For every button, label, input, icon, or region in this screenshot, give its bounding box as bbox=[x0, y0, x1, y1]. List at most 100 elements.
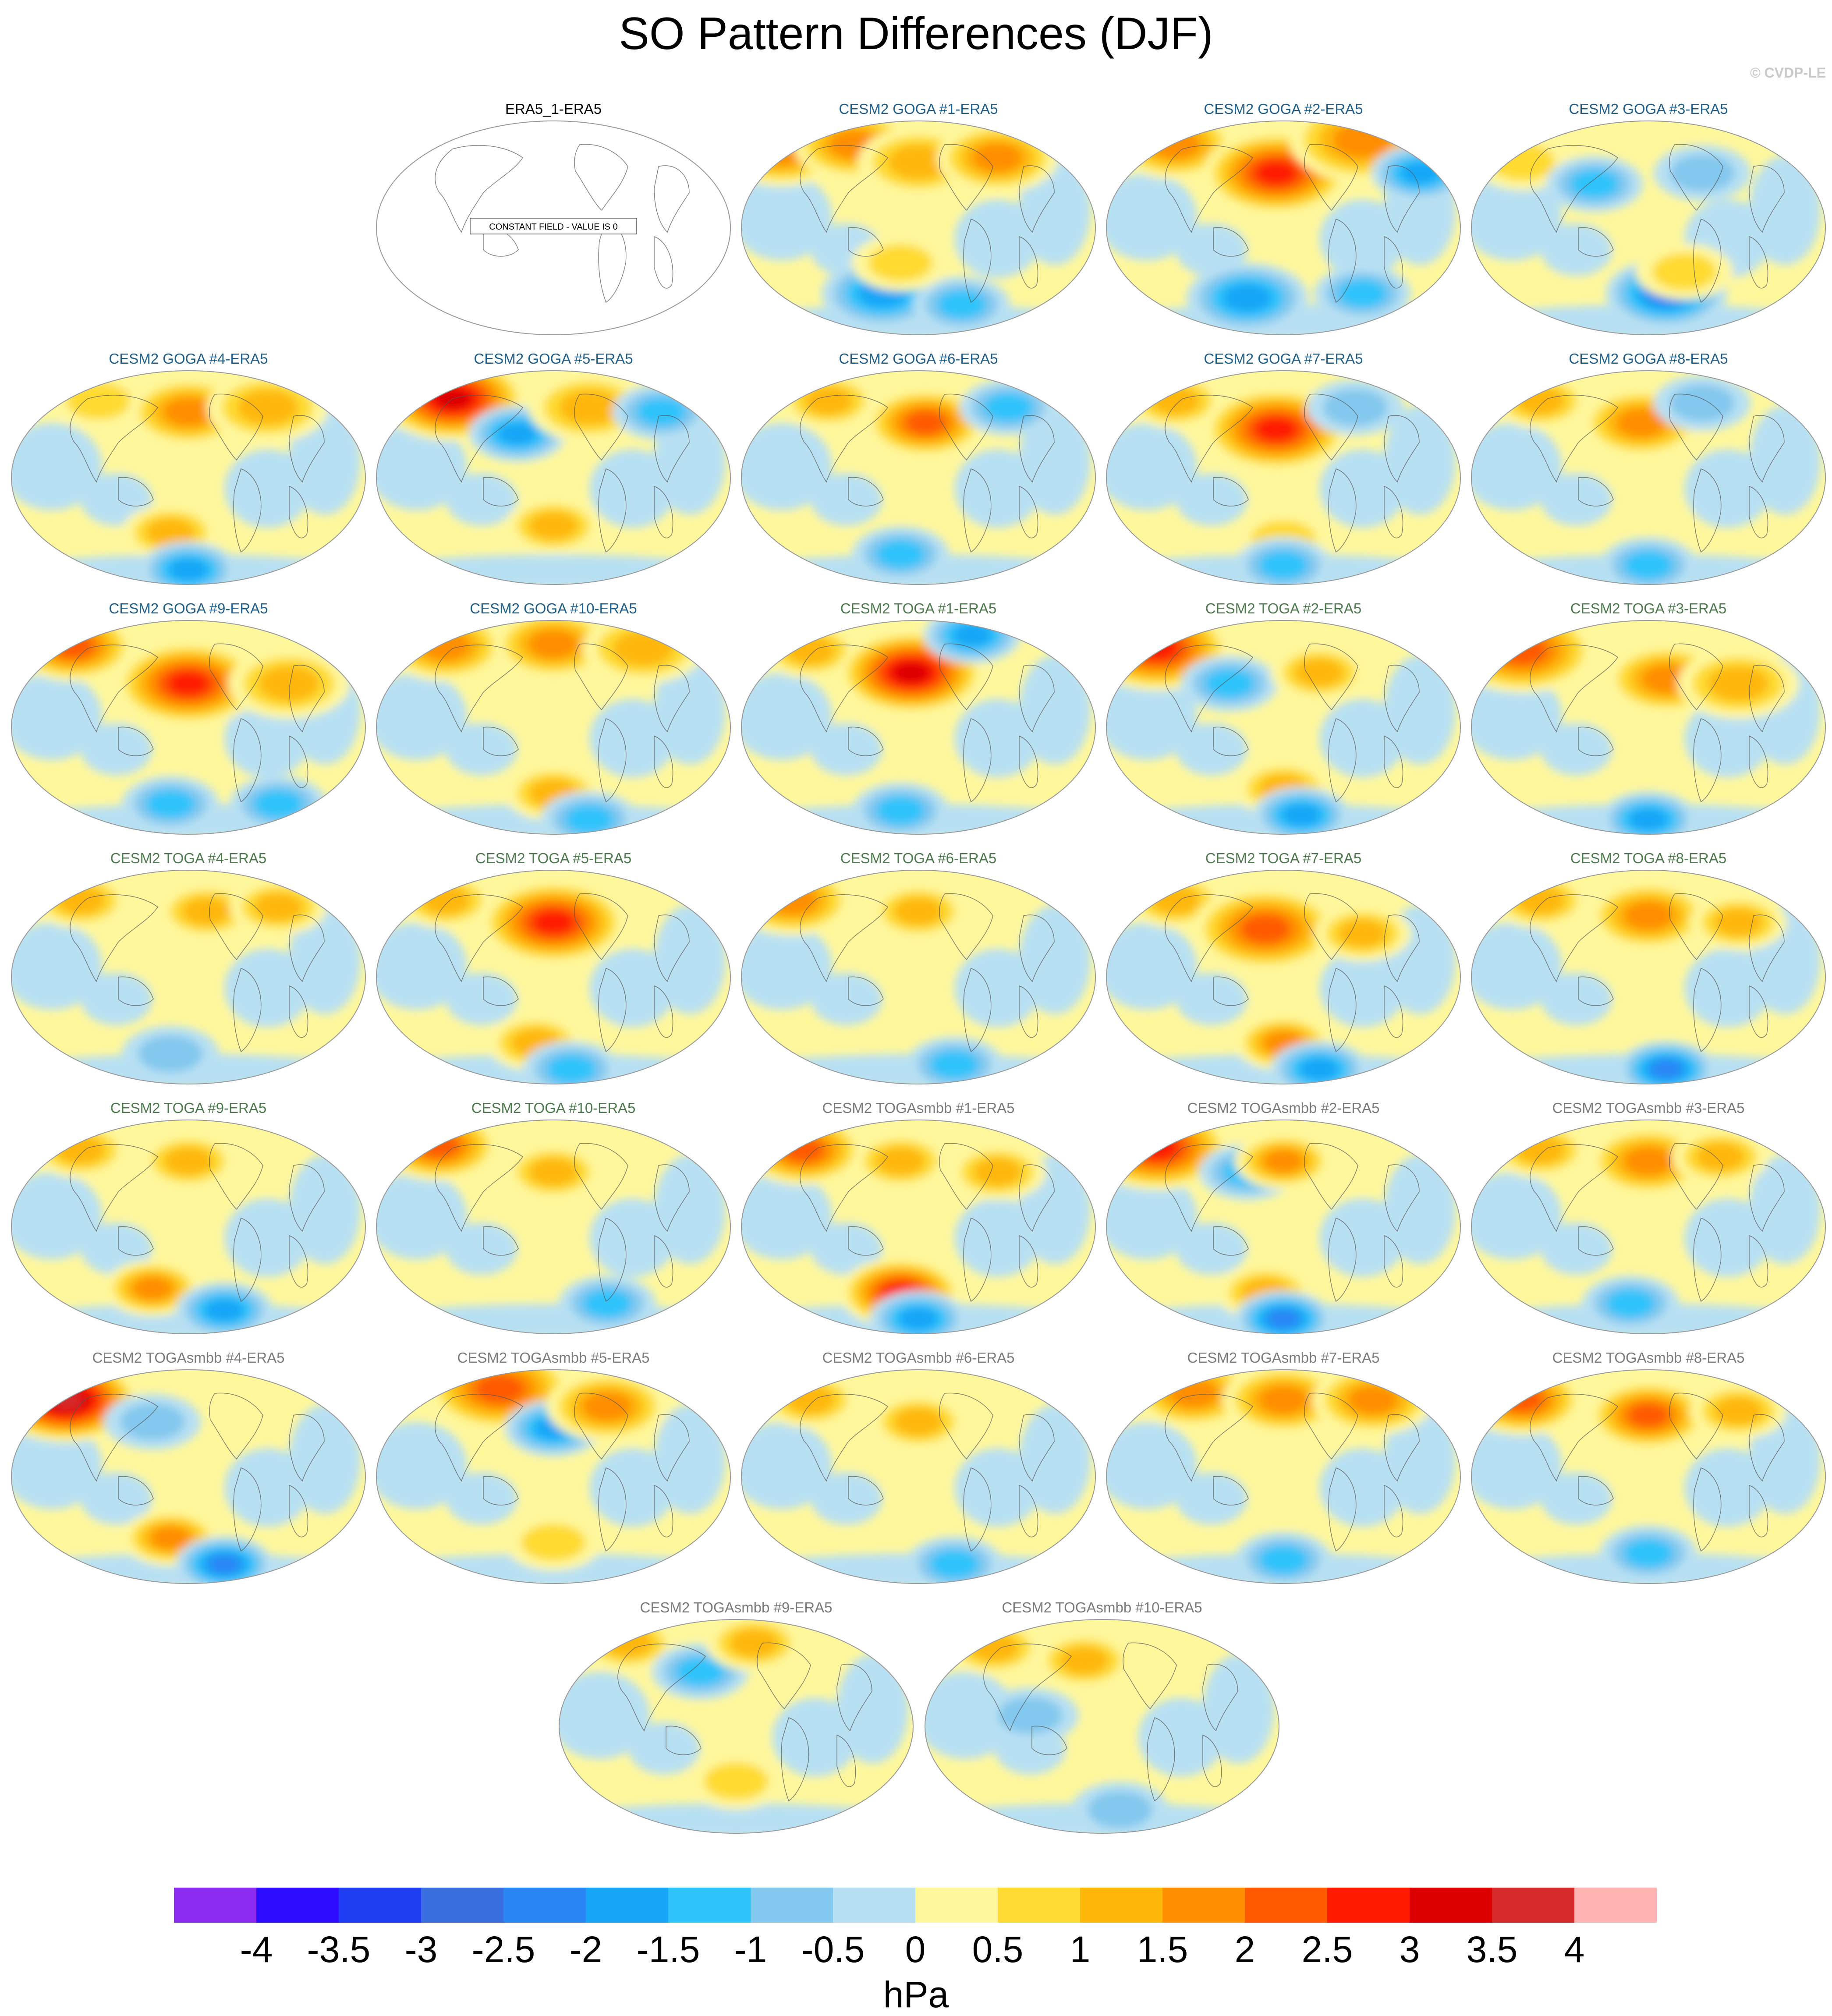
contour-region bbox=[1176, 1472, 1247, 1525]
coastline bbox=[939, 144, 993, 211]
coastline bbox=[209, 1143, 263, 1210]
contour-blob bbox=[133, 1277, 172, 1300]
contour-region bbox=[11, 922, 103, 1010]
coastline bbox=[574, 893, 628, 960]
colorbar-swatch bbox=[1327, 1888, 1410, 1923]
map-panel: CESM2 TOGAsmbb #5-ERA5 bbox=[374, 1350, 733, 1586]
contour-region bbox=[289, 1155, 361, 1264]
contour-region bbox=[11, 673, 103, 760]
contour-blob bbox=[205, 1299, 244, 1322]
contour-blob bbox=[1259, 1386, 1308, 1414]
panel-title: CESM2 GOGA #10-ERA5 bbox=[470, 600, 637, 616]
panel-title: CESM2 TOGA #4-ERA5 bbox=[110, 850, 267, 866]
contour-blob bbox=[1088, 1791, 1152, 1828]
map-border bbox=[741, 1369, 1096, 1584]
map-panel: CESM2 GOGA #4-ERA5 bbox=[9, 351, 368, 587]
coastline bbox=[70, 1144, 159, 1232]
contour-region bbox=[1019, 405, 1091, 515]
contour-blob bbox=[930, 1550, 979, 1578]
coastline bbox=[654, 415, 690, 483]
contour-blob bbox=[804, 387, 853, 415]
contour-region bbox=[1106, 1172, 1198, 1260]
coastline bbox=[574, 1392, 628, 1460]
map-svg bbox=[559, 1619, 914, 1834]
contour-region bbox=[376, 1422, 468, 1509]
contour-blob bbox=[254, 790, 303, 818]
coastline bbox=[1578, 227, 1614, 257]
contour-blob bbox=[529, 1158, 578, 1186]
contour-region bbox=[376, 673, 468, 760]
coastline bbox=[70, 645, 159, 733]
coastline bbox=[1213, 227, 1249, 257]
contour-blob bbox=[1255, 161, 1297, 185]
contour-blob bbox=[1652, 253, 1717, 291]
coastline bbox=[1328, 1467, 1357, 1552]
contour-region bbox=[81, 973, 152, 1025]
colorbar-swatch bbox=[1080, 1888, 1162, 1923]
map-svg bbox=[741, 120, 1096, 335]
panel-title: CESM2 GOGA #5-ERA5 bbox=[474, 351, 633, 367]
contour-blob bbox=[1624, 1147, 1673, 1175]
colorbar-swatch bbox=[586, 1888, 668, 1923]
panel-title: CESM2 GOGA #4-ERA5 bbox=[109, 351, 268, 367]
contour-blob bbox=[973, 144, 1022, 172]
map-border bbox=[11, 620, 366, 835]
map-border bbox=[741, 370, 1096, 585]
contour-region bbox=[11, 1422, 103, 1509]
contour-region bbox=[376, 1304, 730, 1334]
colorbar-tick-label: 2 bbox=[1235, 1929, 1255, 1970]
coastline bbox=[654, 1235, 673, 1288]
map-panel: CESM2 GOGA #2-ERA5 bbox=[1104, 101, 1463, 337]
coastline bbox=[70, 894, 159, 982]
contour-blob bbox=[888, 145, 949, 180]
contour-region bbox=[81, 723, 152, 776]
contour-region bbox=[559, 1672, 650, 1759]
panel-title: CESM2 GOGA #6-ERA5 bbox=[839, 351, 998, 367]
coastline bbox=[1019, 914, 1055, 982]
panel-title: CESM2 TOGAsmbb #1-ERA5 bbox=[822, 1100, 1015, 1116]
map-panel: CESM2 TOGAsmbb #8-ERA5 bbox=[1469, 1350, 1828, 1586]
contour-blob bbox=[259, 666, 320, 701]
colorbar-swatch bbox=[915, 1888, 998, 1923]
map-svg bbox=[11, 370, 366, 585]
coastline bbox=[963, 1467, 992, 1552]
contour-blob bbox=[521, 1524, 586, 1561]
map-border bbox=[1106, 370, 1461, 585]
coastline bbox=[70, 395, 159, 483]
map-border bbox=[1471, 1369, 1826, 1584]
coastline bbox=[1384, 1164, 1420, 1232]
contour-blob bbox=[1282, 804, 1321, 826]
contour-blob bbox=[1151, 886, 1200, 914]
contour-region bbox=[1384, 1155, 1456, 1264]
contour-blob bbox=[583, 1290, 632, 1318]
contour-blob bbox=[1060, 1647, 1109, 1675]
coastline bbox=[963, 1218, 992, 1302]
contour-region bbox=[1202, 1654, 1275, 1764]
panel-title: CESM2 TOGA #1-ERA5 bbox=[840, 600, 997, 616]
coastline bbox=[1749, 735, 1768, 788]
coastline bbox=[654, 1485, 673, 1538]
coastline bbox=[939, 893, 993, 960]
coastline bbox=[1304, 1143, 1358, 1210]
coastline bbox=[1693, 468, 1722, 553]
contour-region bbox=[446, 1472, 517, 1525]
map-panel: CESM2 TOGAsmbb #4-ERA5 bbox=[9, 1350, 368, 1586]
contour-blob bbox=[1670, 384, 1735, 422]
contour-region bbox=[289, 1404, 361, 1514]
map-svg bbox=[741, 370, 1096, 585]
coastline bbox=[209, 393, 263, 461]
contour-blob bbox=[899, 1307, 938, 1330]
map-panel: CESM2 TOGAsmbb #1-ERA5 bbox=[739, 1100, 1098, 1336]
coastline bbox=[1384, 485, 1403, 539]
contour-region bbox=[376, 922, 468, 1010]
coastline bbox=[836, 1664, 872, 1732]
coastline bbox=[289, 1164, 325, 1232]
map-border bbox=[376, 1120, 731, 1334]
panel-title: ERA5_1-ERA5 bbox=[505, 101, 602, 117]
contour-blob bbox=[169, 558, 208, 581]
coastline bbox=[1693, 1467, 1722, 1552]
colorbar-swatch bbox=[1492, 1888, 1574, 1923]
contour-region bbox=[1471, 423, 1563, 510]
coastline bbox=[654, 985, 673, 1038]
contour-blob bbox=[1516, 387, 1565, 415]
